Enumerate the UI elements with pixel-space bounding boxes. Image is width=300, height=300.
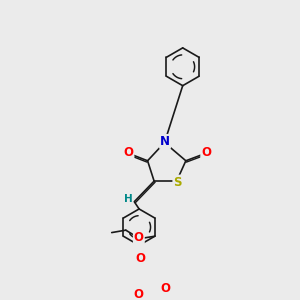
Text: O: O [136,252,146,265]
Text: O: O [201,146,211,158]
Text: O: O [134,231,144,244]
Text: O: O [161,282,171,296]
Text: S: S [173,176,182,189]
Text: O: O [123,146,134,158]
Text: O: O [133,288,143,300]
Text: H: H [124,194,133,204]
Text: N: N [160,135,170,148]
